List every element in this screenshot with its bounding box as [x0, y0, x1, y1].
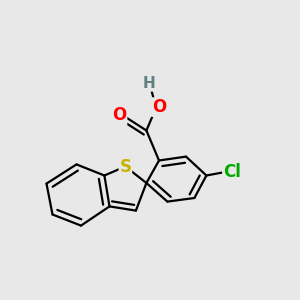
- Text: Cl: Cl: [223, 163, 241, 181]
- Text: H: H: [142, 76, 155, 91]
- Text: O: O: [112, 106, 127, 124]
- Text: S: S: [119, 158, 131, 175]
- Text: O: O: [152, 98, 166, 116]
